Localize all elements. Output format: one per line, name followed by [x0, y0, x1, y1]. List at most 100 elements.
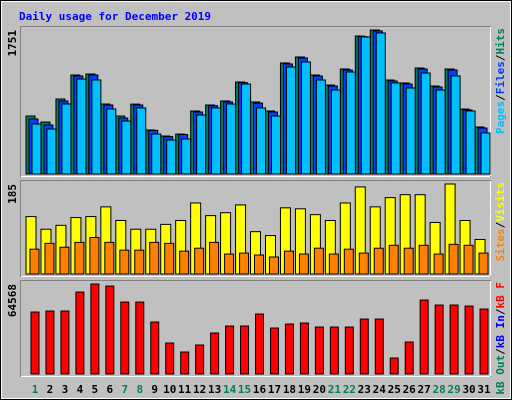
- x-tick-label: 19: [298, 383, 311, 396]
- x-tick-label: 13: [208, 383, 221, 396]
- x-tick-label: 29: [447, 383, 460, 396]
- x-tick-label: 26: [403, 383, 417, 396]
- bar: [344, 326, 354, 375]
- bar: [211, 107, 222, 175]
- x-tick-label: 10: [163, 383, 176, 396]
- bar: [298, 253, 309, 275]
- x-tick-label: 14: [223, 383, 237, 396]
- bar: [106, 108, 117, 175]
- bar: [329, 326, 339, 375]
- x-tick-label: 30: [462, 383, 475, 396]
- bar: [478, 252, 489, 275]
- x-tick-label: 5: [92, 383, 99, 396]
- bar: [44, 242, 55, 275]
- bar: [405, 87, 416, 175]
- bar: [75, 291, 85, 375]
- bar: [373, 247, 384, 275]
- bar: [300, 61, 311, 175]
- chart-title: Daily usage for December 2019: [19, 10, 211, 23]
- x-tick-label: 9: [151, 383, 158, 396]
- bar: [196, 114, 207, 175]
- bar: [448, 243, 459, 275]
- legend-entry: Files: [494, 61, 507, 94]
- x-tick-label: 6: [107, 383, 114, 396]
- bar: [328, 253, 339, 275]
- legend-separator: /: [494, 94, 507, 101]
- bar: [284, 323, 294, 375]
- bar: [104, 241, 115, 275]
- bar: [136, 107, 147, 175]
- legend-separator: /: [494, 54, 507, 61]
- x-tick-label: 1: [32, 383, 39, 396]
- x-tick-label: 25: [388, 383, 401, 396]
- legend-separator: /: [494, 348, 507, 355]
- bar: [181, 138, 192, 175]
- bar: [389, 357, 399, 375]
- bar: [435, 89, 446, 175]
- bar: [315, 79, 326, 175]
- y-tick-label: 185: [6, 184, 19, 204]
- x-tick-label: 18: [283, 383, 296, 396]
- x-tick-label: 2: [47, 383, 54, 396]
- bar: [419, 299, 429, 375]
- x-tick-label: 12: [193, 383, 206, 396]
- legend: Pages/Files/Hits: [494, 28, 507, 134]
- bar: [209, 241, 220, 275]
- bar: [450, 75, 461, 175]
- legend-separator: /: [494, 308, 507, 315]
- bar: [164, 242, 175, 275]
- bar: [45, 310, 55, 375]
- bar: [268, 256, 279, 275]
- bar: [404, 341, 414, 375]
- bar: [254, 254, 265, 275]
- bar: [224, 253, 235, 275]
- x-tick-label: 16: [253, 383, 267, 396]
- bar: [269, 327, 279, 375]
- x-tick-label: 23: [358, 383, 371, 396]
- bar: [285, 66, 296, 175]
- bar: [283, 250, 294, 275]
- bar: [239, 252, 250, 275]
- bar: [434, 304, 444, 375]
- bar: [180, 351, 190, 375]
- bar: [375, 32, 386, 175]
- bar: [480, 132, 491, 175]
- bar: [226, 103, 237, 175]
- legend: Sites/Visits: [494, 182, 507, 262]
- bar: [330, 89, 341, 175]
- bar: [420, 72, 431, 175]
- x-tick-label: 22: [343, 383, 356, 396]
- bar: [179, 250, 190, 275]
- bar: [225, 325, 235, 375]
- legend-entry: Visits: [494, 182, 507, 222]
- bar: [31, 123, 42, 175]
- bar: [241, 83, 252, 175]
- bar: [479, 308, 489, 375]
- bar: [403, 247, 414, 275]
- bar: [449, 304, 459, 375]
- bar: [313, 247, 324, 275]
- bar: [59, 246, 70, 275]
- bar: [119, 249, 130, 275]
- legend-entry: Hits: [494, 28, 507, 55]
- bar: [46, 128, 57, 175]
- bar: [61, 103, 72, 175]
- bar: [121, 120, 132, 175]
- bar: [91, 79, 102, 175]
- bar: [74, 241, 85, 275]
- y-tick-label: 1751: [6, 30, 19, 57]
- x-tick-label: 3: [62, 383, 69, 396]
- bar: [240, 325, 250, 375]
- bar: [135, 301, 145, 375]
- bar: [465, 110, 476, 175]
- y-tick-label: 64568: [6, 284, 19, 317]
- bar: [89, 237, 100, 275]
- x-tick-label: 4: [77, 383, 84, 396]
- x-tick-label: 8: [136, 383, 143, 396]
- bar: [134, 249, 145, 275]
- bar: [151, 133, 162, 175]
- bar: [374, 318, 384, 375]
- bar: [345, 71, 356, 175]
- bar: [358, 252, 369, 275]
